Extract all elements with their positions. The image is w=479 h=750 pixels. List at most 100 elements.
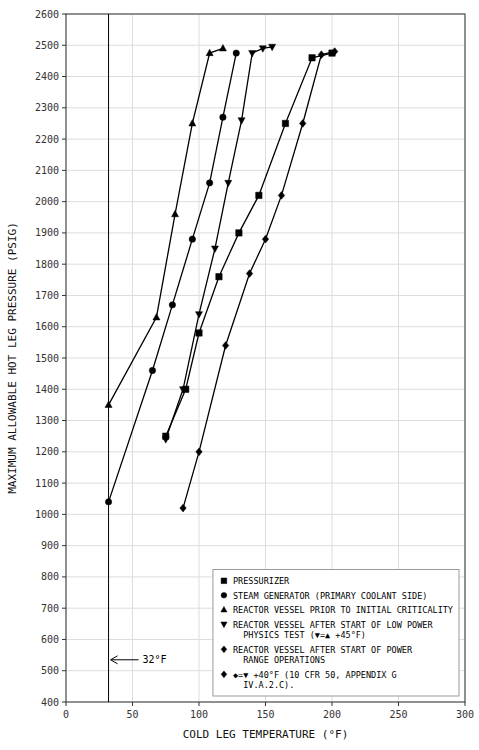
y-tick-label: 1900	[35, 227, 59, 238]
y-tick	[62, 608, 66, 609]
y-grid-line	[66, 295, 465, 296]
x-tick	[199, 702, 200, 706]
y-tick-label: 2600	[35, 9, 59, 20]
series-marker	[249, 51, 256, 57]
y-tick	[62, 702, 66, 703]
x-tick	[398, 702, 399, 706]
y-tick-label: 2100	[35, 165, 59, 176]
series-marker	[206, 49, 213, 55]
series-marker	[162, 437, 169, 443]
legend-text-line: PHYSICS TEST (▼=▲ +45°F)	[233, 630, 366, 640]
series-marker	[196, 448, 202, 456]
series-marker	[189, 236, 195, 242]
y-tick	[62, 201, 66, 202]
x-tick	[66, 702, 67, 706]
series-marker	[246, 270, 252, 278]
y-tick	[62, 514, 66, 515]
y-tick-label: 500	[41, 665, 59, 676]
legend-text: STEAM GENERATOR (PRIMARY COOLANT SIDE)	[233, 591, 427, 601]
legend-text: REACTOR VESSEL PRIOR TO INITIAL CRITICAL…	[233, 605, 453, 615]
y-tick	[62, 670, 66, 671]
y-tick	[62, 326, 66, 327]
legend-marker	[221, 622, 227, 628]
series-marker	[149, 367, 155, 373]
series-marker	[216, 273, 222, 279]
x-tick-label: 300	[456, 709, 474, 720]
y-tick-label: 600	[41, 634, 59, 645]
y-tick	[62, 639, 66, 640]
y-tick	[62, 483, 66, 484]
y-tick-label: 1200	[35, 446, 59, 457]
y-tick	[62, 107, 66, 108]
legend-item: PRESSURIZER	[221, 576, 290, 586]
series-marker	[105, 401, 112, 407]
y-tick	[62, 45, 66, 46]
y-tick-label: 2400	[35, 71, 59, 82]
y-grid-line	[66, 389, 465, 390]
y-tick	[62, 295, 66, 296]
series-marker	[153, 314, 160, 320]
y-tick-label: 2300	[35, 102, 59, 113]
legend-item: REACTOR VESSEL AFTER START OF POWER RANG…	[221, 645, 413, 666]
y-tick-label: 2500	[35, 40, 59, 51]
series-marker	[331, 48, 337, 56]
annotation-arrow	[111, 656, 139, 664]
series-marker	[236, 230, 242, 236]
series-marker	[269, 44, 276, 50]
legend-text-line: RANGE OPERATIONS	[233, 655, 325, 665]
y-tick-label: 1100	[35, 478, 59, 489]
series-marker	[180, 504, 186, 512]
series-marker	[233, 50, 239, 56]
series-marker	[172, 210, 179, 216]
legend-item: STEAM GENERATOR (PRIMARY COOLANT SIDE)	[221, 591, 427, 601]
series-marker	[196, 330, 202, 336]
y-grid-line	[66, 264, 465, 265]
series-marker	[220, 114, 226, 120]
arrow-shaft	[112, 659, 139, 660]
legend-text-line: STEAM GENERATOR (PRIMARY COOLANT SIDE)	[233, 591, 427, 601]
series-line	[109, 48, 223, 405]
y-tick-label: 400	[41, 697, 59, 708]
x-tick	[332, 702, 333, 706]
y-grid-line	[66, 326, 465, 327]
y-tick-label: 1500	[35, 353, 59, 364]
y-grid-line	[66, 483, 465, 484]
legend-text-line: REACTOR VESSEL AFTER START OF POWER	[233, 645, 413, 655]
series-marker	[105, 499, 111, 505]
y-grid-line	[66, 545, 465, 546]
legend-marker	[221, 578, 227, 584]
legend-text-line: IV.A.2.C).	[233, 680, 294, 690]
x-tick-label: 250	[389, 709, 407, 720]
series-line	[109, 53, 237, 502]
legend-text: ◆=▼ +40°F (10 CFR 50, APPENDIX G IV.A.2.…	[233, 670, 397, 691]
y-tick	[62, 139, 66, 140]
y-grid-line	[66, 232, 465, 233]
y-tick	[62, 14, 66, 15]
y-tick	[62, 264, 66, 265]
legend-box	[213, 570, 459, 697]
y-tick-label: 1300	[35, 415, 59, 426]
series-marker	[211, 246, 218, 252]
plot-frame	[66, 14, 465, 702]
y-tick	[62, 76, 66, 77]
y-tick-label: 1800	[35, 259, 59, 270]
y-tick-label: 1600	[35, 321, 59, 332]
y-tick	[62, 451, 66, 452]
y-grid-line	[66, 420, 465, 421]
series-marker	[259, 46, 266, 52]
series-marker	[206, 180, 212, 186]
y-tick-label: 1700	[35, 290, 59, 301]
series-marker	[318, 51, 324, 59]
legend-item: REACTOR VESSEL AFTER START OF LOW POWER …	[221, 620, 434, 641]
y-grid-line	[66, 139, 465, 140]
y-grid-line	[66, 514, 465, 515]
legend-marker	[221, 592, 227, 598]
series-marker	[238, 118, 245, 124]
x-tick-label: 200	[323, 709, 341, 720]
y-grid-line	[66, 76, 465, 77]
y-tick	[62, 545, 66, 546]
x-tick-label: 50	[126, 709, 138, 720]
y-tick	[62, 170, 66, 171]
chart: 0501001502002503004005006007008009001000…	[0, 0, 479, 750]
legend-marker	[221, 606, 227, 612]
